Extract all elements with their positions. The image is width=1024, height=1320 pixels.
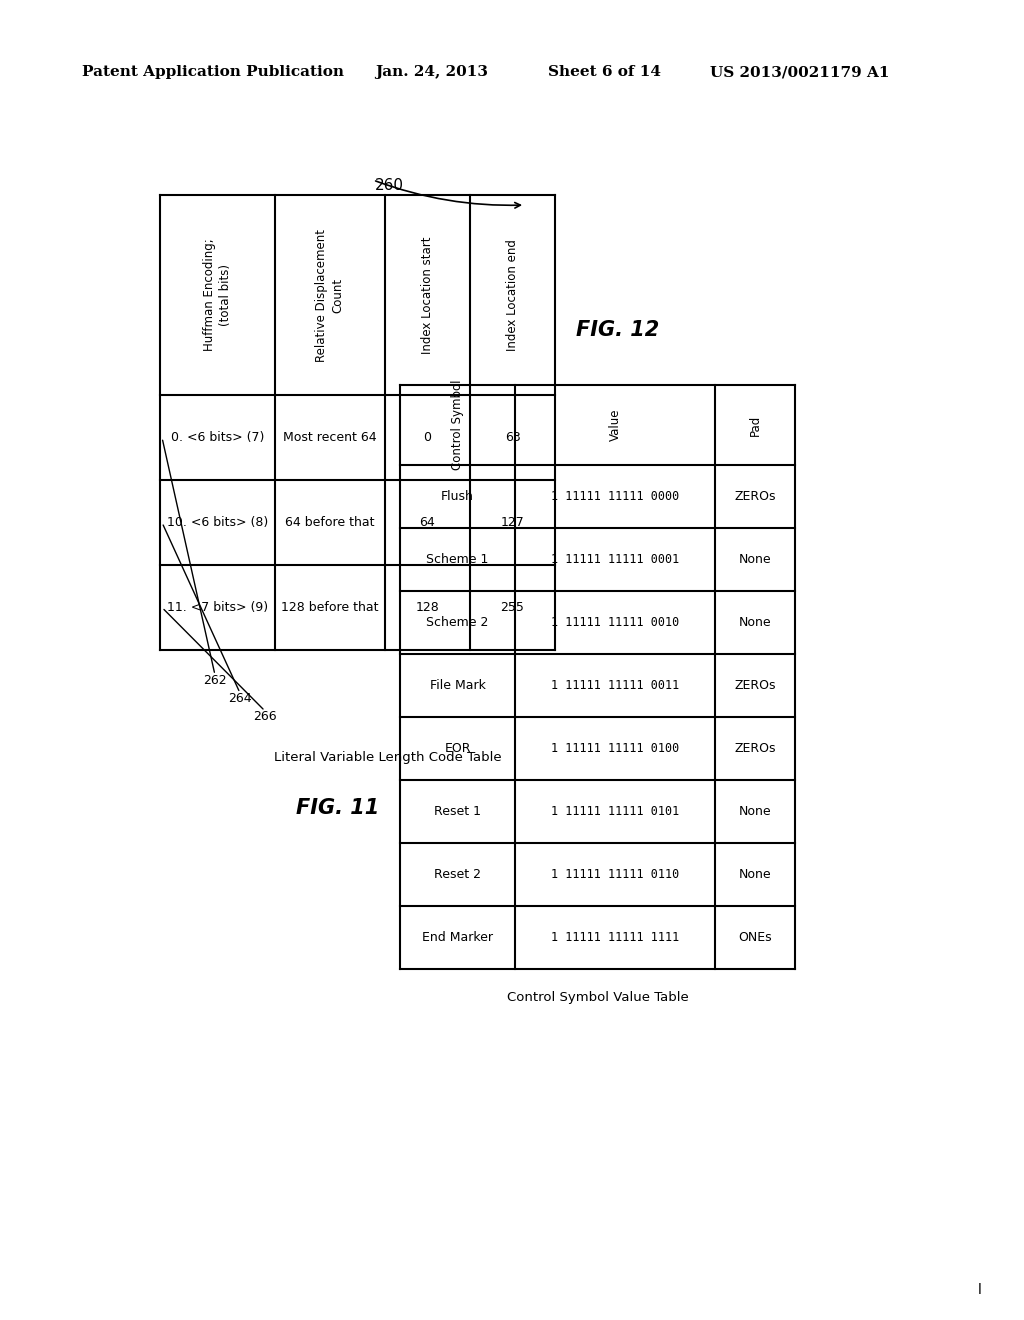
Text: ZEROs: ZEROs	[734, 490, 776, 503]
Text: 127: 127	[501, 516, 524, 529]
Text: 1 11111 11111 0011: 1 11111 11111 0011	[551, 678, 679, 692]
Text: Literal Variable Length Code Table: Literal Variable Length Code Table	[273, 751, 502, 764]
Text: 1 11111 11111 0110: 1 11111 11111 0110	[551, 869, 679, 880]
Text: Pad: Pad	[749, 414, 762, 436]
Text: 1 11111 11111 0100: 1 11111 11111 0100	[551, 742, 679, 755]
Text: 0. <6 bits> (7): 0. <6 bits> (7)	[171, 432, 264, 444]
Text: EOR: EOR	[444, 742, 471, 755]
Text: ZEROs: ZEROs	[734, 742, 776, 755]
Text: None: None	[738, 616, 771, 630]
Text: Reset 1: Reset 1	[434, 805, 481, 818]
Text: 64: 64	[420, 516, 435, 529]
Text: None: None	[738, 805, 771, 818]
Text: 255: 255	[501, 601, 524, 614]
Text: 128 before that: 128 before that	[282, 601, 379, 614]
Text: Index Location end: Index Location end	[506, 239, 519, 351]
Text: Scheme 2: Scheme 2	[426, 616, 488, 630]
Text: Sheet 6 of 14: Sheet 6 of 14	[548, 65, 662, 79]
Text: Scheme 1: Scheme 1	[426, 553, 488, 566]
Text: 1 11111 11111 0101: 1 11111 11111 0101	[551, 805, 679, 818]
Text: 64 before that: 64 before that	[286, 516, 375, 529]
Text: US 2013/0021179 A1: US 2013/0021179 A1	[710, 65, 890, 79]
Text: None: None	[738, 553, 771, 566]
Text: Control Symbol: Control Symbol	[451, 380, 464, 470]
Text: Most recent 64: Most recent 64	[284, 432, 377, 444]
Text: End Marker: End Marker	[422, 931, 493, 944]
Text: Flush: Flush	[441, 490, 474, 503]
Text: Index Location start: Index Location start	[421, 236, 434, 354]
Text: 1 11111 11111 0000: 1 11111 11111 0000	[551, 490, 679, 503]
Text: 11. <7 bits> (9): 11. <7 bits> (9)	[167, 601, 268, 614]
Text: Relative Displacement
Count: Relative Displacement Count	[315, 228, 344, 362]
Text: 1 11111 11111 0010: 1 11111 11111 0010	[551, 616, 679, 630]
Text: 264: 264	[228, 693, 252, 705]
Text: Value: Value	[608, 409, 622, 441]
Text: 262: 262	[203, 675, 226, 688]
Text: ZEROs: ZEROs	[734, 678, 776, 692]
Text: 128: 128	[416, 601, 439, 614]
Text: 260: 260	[375, 177, 404, 193]
Text: ONEs: ONEs	[738, 931, 772, 944]
Text: Reset 2: Reset 2	[434, 869, 481, 880]
Text: Huffman Encoding;
(total bits): Huffman Encoding; (total bits)	[203, 239, 232, 351]
Text: 1 11111 11111 1111: 1 11111 11111 1111	[551, 931, 679, 944]
Text: 10. <6 bits> (8): 10. <6 bits> (8)	[167, 516, 268, 529]
Text: None: None	[738, 869, 771, 880]
Text: l: l	[978, 1283, 982, 1298]
Text: FIG. 12: FIG. 12	[575, 319, 658, 341]
Text: 1 11111 11111 0001: 1 11111 11111 0001	[551, 553, 679, 566]
Text: 0: 0	[424, 432, 431, 444]
Text: FIG. 11: FIG. 11	[296, 799, 379, 818]
Text: Jan. 24, 2013: Jan. 24, 2013	[375, 65, 488, 79]
Text: File Mark: File Mark	[429, 678, 485, 692]
Text: 63: 63	[505, 432, 520, 444]
Text: 266: 266	[253, 710, 276, 723]
Text: Control Symbol Value Table: Control Symbol Value Table	[507, 990, 688, 1003]
Text: Patent Application Publication: Patent Application Publication	[82, 65, 344, 79]
